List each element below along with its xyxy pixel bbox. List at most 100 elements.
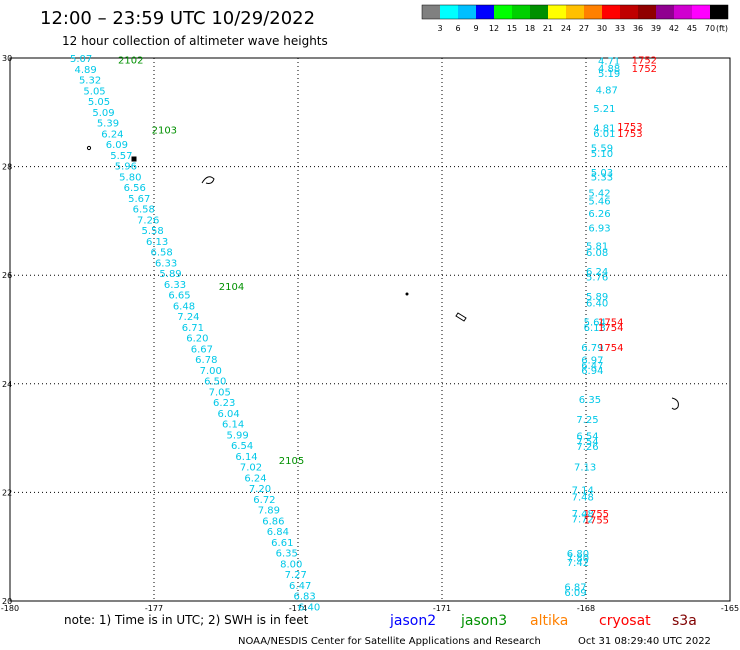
lon-tick-label: -180 [1, 604, 19, 613]
wave-height-label: 6.09 [564, 588, 586, 599]
wave-height-label: 7.42 [567, 558, 589, 569]
wave-height-label: 6.79 [581, 343, 603, 354]
scale-swatch [674, 5, 692, 19]
lat-tick-label: 24 [2, 380, 12, 389]
wave-height-label: 6.13 [584, 323, 606, 334]
wave-height-label: 7.89 [258, 506, 280, 517]
wave-height-label: 7.14 [572, 486, 594, 497]
mission-s3a: s3a [672, 613, 697, 629]
mission-altika: altika [530, 613, 568, 629]
lon-tick-label: -174 [289, 604, 307, 613]
wave-height-label: 6.23 [213, 398, 235, 409]
wave-height-label: 5.03 [591, 168, 613, 179]
scale-swatch [566, 5, 584, 19]
island-kure [86, 145, 92, 151]
wave-height-label: 5.80 [119, 172, 141, 183]
pass-time-label: 1754 [598, 343, 623, 354]
lon-tick-label: -171 [433, 604, 451, 613]
wave-height-label: 6.94 [581, 366, 603, 377]
lon-tick-label: -168 [577, 604, 595, 613]
pass-time-label: 1755 [584, 516, 609, 527]
pass-time-label: 1752 [632, 64, 657, 75]
scale-swatch [476, 5, 494, 19]
scale-swatch [512, 5, 530, 19]
scale-border [421, 4, 729, 20]
wave-height-label: 6.24 [101, 129, 123, 140]
wave-height-label: 5.42 [588, 189, 610, 200]
wave-height-label: 6.87 [564, 582, 586, 593]
page-subtitle: 12 hour collection of altimeter wave hei… [62, 34, 328, 48]
scale-swatch [638, 5, 656, 19]
wave-height-tracks: 5.074.895.325.055.055.095.396.246.095.57… [70, 54, 657, 613]
wave-height-label: 5.99 [226, 430, 248, 441]
scale-label: 33 [615, 24, 625, 33]
scale-label: 39 [651, 24, 661, 33]
scale-label: 36 [633, 24, 643, 33]
wave-height-label: 6.09 [106, 140, 128, 151]
wave-height-label: 6.13 [146, 237, 168, 248]
scale-swatch [692, 5, 710, 19]
wave-height-label: 6.33 [164, 280, 186, 291]
wave-height-label: 7.54 [576, 437, 598, 448]
wave-height-label: 6.26 [588, 209, 610, 220]
island-laysan [405, 292, 409, 296]
wave-height-label: 6.54 [231, 441, 253, 452]
scale-swatch [494, 5, 512, 19]
wave-height-label: 6.04 [218, 409, 240, 420]
mission-cryosat: cryosat [599, 613, 651, 629]
wave-height-label: 8.00 [280, 559, 302, 570]
wave-height-label: 7.24 [177, 312, 199, 323]
wave-height-label: 6.47 [289, 581, 311, 592]
source-credit: NOAA/NESDIS Center for Satellite Applica… [238, 636, 541, 647]
wave-height-label: 7.20 [249, 484, 271, 495]
wave-height-label: 6.50 [204, 377, 226, 388]
wave-height-label: 6.93 [588, 223, 610, 234]
scale-label: 12 [489, 24, 499, 33]
pass-time-label: 1753 [617, 122, 642, 133]
wave-height-label: 6.08 [586, 248, 608, 259]
wave-height-label: 6.71 [182, 323, 204, 334]
wave-height-label: 7.00 [200, 366, 222, 377]
color-scale-legend: 3 6 9 12 15 18 21 24 27 30 33 36 39 42 45 70 (ft) [421, 4, 729, 33]
pass-time-label: 2102 [118, 56, 143, 67]
scale-label: 21 [543, 24, 553, 33]
pass-time-label: 1753 [617, 129, 642, 140]
wave-height-label: 6.14 [222, 420, 244, 431]
wave-height-label: 5.33 [591, 172, 613, 183]
wave-height-label: 7.26 [137, 215, 159, 226]
wave-height-label: 6.14 [235, 452, 257, 463]
lat-tick-label: 26 [2, 271, 12, 280]
lon-tick-label: -177 [145, 604, 163, 613]
lon-tick-label: -165 [721, 604, 739, 613]
scale-label: 3 [437, 24, 442, 33]
scale-label: 9 [473, 24, 478, 33]
wave-height-label: 5.10 [591, 149, 613, 160]
scale-swatch [530, 5, 548, 19]
wave-height-label: 5.81 [586, 241, 608, 252]
wave-height-label: 5.57 [110, 151, 132, 162]
wave-height-label: 4.71 [598, 57, 620, 68]
wave-height-label: 6.35 [276, 549, 298, 560]
scale-swatch [602, 5, 620, 19]
scale-label: 18 [525, 24, 535, 33]
scale-swatch [548, 5, 566, 19]
pass-time-label: 2104 [219, 282, 244, 293]
wave-height-label: 4.89 [74, 65, 96, 76]
wave-height-label: 5.39 [97, 119, 119, 130]
scale-swatch [440, 5, 458, 19]
wave-height-label: 4.88 [598, 64, 620, 75]
wave-height-label: 6.40 [298, 602, 320, 613]
wave-height-label: 7.05 [209, 387, 231, 398]
wave-height-label: 5.89 [159, 269, 181, 280]
pass-time-label: 2105 [279, 456, 304, 467]
wave-height-label: 7.13 [574, 462, 596, 473]
wave-height-label: 7.02 [240, 463, 262, 474]
wave-height-label: 6.72 [253, 495, 275, 506]
page-title: 12:00 – 23:59 UTC 10/29/2022 [40, 8, 315, 29]
wave-height-label: 5.05 [88, 97, 110, 108]
wave-height-label: 7.48 [572, 509, 594, 520]
units-note: note: 1) Time is in UTC; 2) SWH is in fe… [64, 613, 309, 627]
scale-swatch [620, 5, 638, 19]
wave-height-label: 5.76 [586, 272, 608, 283]
